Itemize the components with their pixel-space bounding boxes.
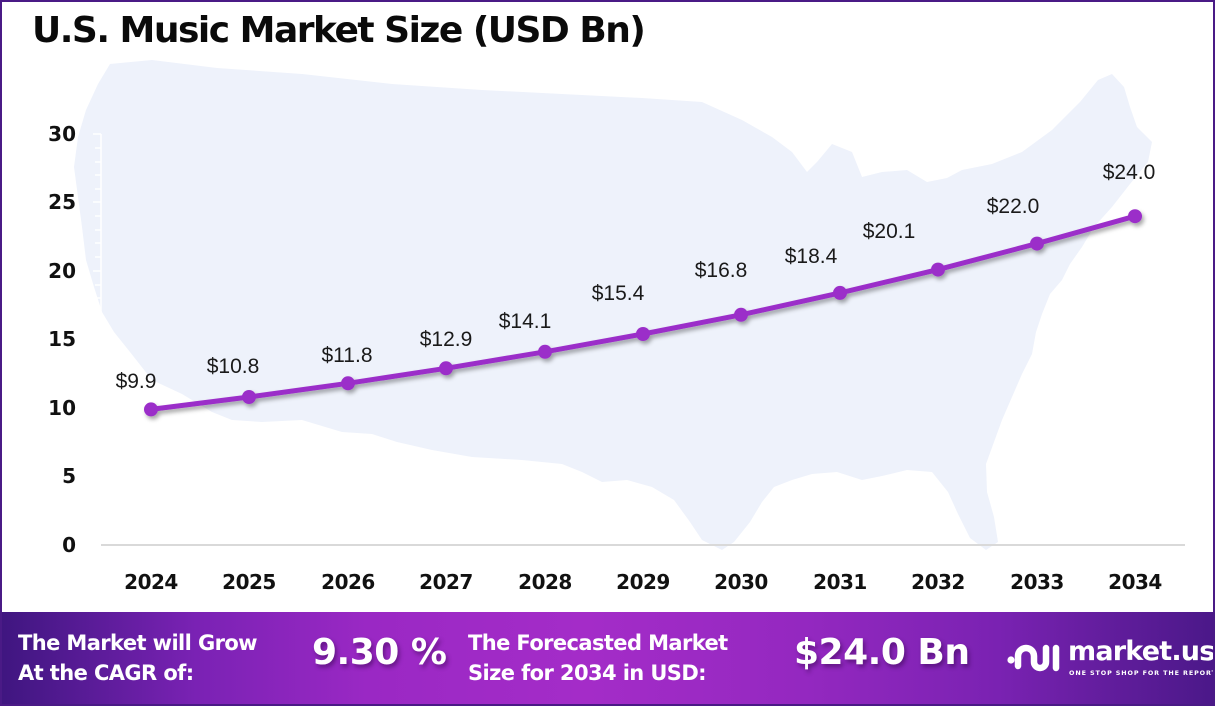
market-us-logo-icon <box>1007 644 1060 672</box>
data-point[interactable] <box>1030 236 1044 251</box>
data-point[interactable] <box>439 361 453 376</box>
x-tick-label: 2032 <box>911 570 965 594</box>
data-series <box>144 209 1142 417</box>
brand-logo: market.us ONE STOP SHOP FOR THE REPORTS <box>1006 636 1215 686</box>
cagr-label: The Market will Grow At the CAGR of: <box>18 628 258 688</box>
data-label: $10.8 <box>207 355 260 378</box>
data-point[interactable] <box>341 376 355 391</box>
data-point[interactable] <box>1128 209 1142 224</box>
chart-title: U.S. Music Market Size (USD Bn) <box>32 10 646 51</box>
forecast-label-line1: The Forecasted Market <box>468 631 728 655</box>
y-tick-label: 0 <box>62 533 76 557</box>
y-tick-label: 25 <box>48 190 76 214</box>
y-tick-label: 5 <box>62 464 76 488</box>
x-tick-label: 2024 <box>124 570 178 594</box>
x-tick-label: 2028 <box>518 570 572 594</box>
y-tick-label: 10 <box>48 396 76 420</box>
data-label: $18.4 <box>785 245 838 268</box>
x-axis: 2024 2025 2026 2027 2028 2029 2030 2031 … <box>124 570 1162 594</box>
x-tick-label: 2025 <box>222 570 276 594</box>
y-axis: 0 5 10 15 20 25 30 <box>48 122 76 557</box>
y-axis-minor-ticks <box>93 133 102 339</box>
data-point[interactable] <box>833 285 847 300</box>
x-tick-label: 2034 <box>1108 570 1162 594</box>
data-point[interactable] <box>144 402 158 417</box>
cagr-value: 9.30 % <box>312 632 447 673</box>
data-label: $24.0 <box>1103 161 1156 184</box>
data-label: $22.0 <box>987 195 1040 218</box>
data-point[interactable] <box>538 344 552 359</box>
x-tick-label: 2029 <box>616 570 670 594</box>
brand-name: market.us <box>1068 636 1215 667</box>
data-label: $15.4 <box>592 282 645 305</box>
forecast-label-line2: Size for 2034 in USD: <box>468 661 707 685</box>
x-tick-label: 2026 <box>321 570 375 594</box>
data-label: $20.1 <box>863 220 916 243</box>
y-tick-label: 30 <box>48 122 76 146</box>
y-tick-label: 15 <box>48 327 76 351</box>
x-tick-label: 2027 <box>419 570 473 594</box>
x-tick-label: 2033 <box>1010 570 1064 594</box>
data-point[interactable] <box>636 327 650 341</box>
data-label: $11.8 <box>322 344 373 367</box>
data-label: $16.8 <box>695 259 748 282</box>
data-label: $9.9 <box>116 370 157 393</box>
forecast-value: $24.0 Bn <box>794 632 970 673</box>
forecast-label: The Forecasted Market Size for 2034 in U… <box>468 628 728 688</box>
data-point[interactable] <box>242 390 256 404</box>
line-chart: 0 5 10 15 20 25 30 2024 2025 2026 2027 2… <box>48 60 1185 594</box>
data-label: $12.9 <box>420 328 473 351</box>
data-point[interactable] <box>931 262 945 277</box>
data-labels: $9.9 $10.8 $11.8 $12.9 $14.1 $15.4 $16.8… <box>116 161 1156 393</box>
data-point[interactable] <box>734 307 748 322</box>
y-tick-label: 20 <box>48 259 76 283</box>
summary-footer: The Market will Grow At the CAGR of: 9.3… <box>2 612 1215 704</box>
x-tick-label: 2030 <box>714 570 768 594</box>
cagr-label-line2: At the CAGR of: <box>18 661 194 685</box>
x-tick-label: 2031 <box>813 570 867 594</box>
data-label: $14.1 <box>499 310 552 333</box>
us-map-silhouette <box>74 60 1152 550</box>
cagr-label-line1: The Market will Grow <box>18 631 258 655</box>
brand-tagline: ONE STOP SHOP FOR THE REPORTS <box>1069 669 1215 677</box>
